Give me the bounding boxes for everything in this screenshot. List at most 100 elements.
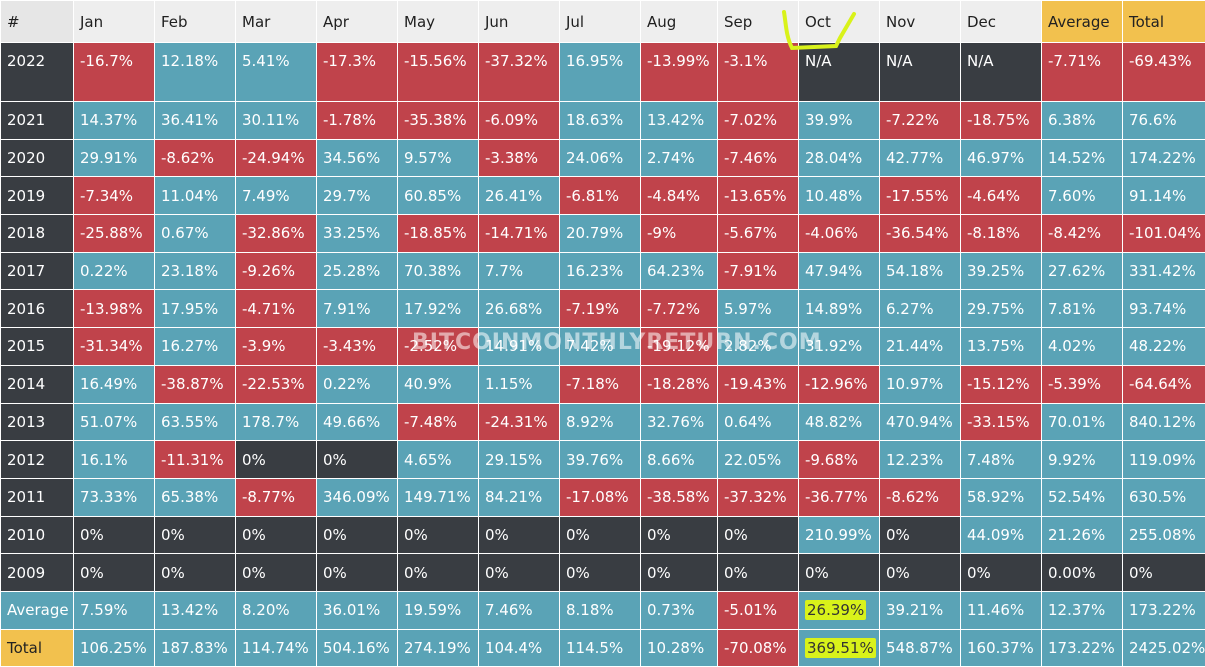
cell-jan: -13.98% [74, 290, 155, 328]
cell-sep: -13.65% [718, 177, 799, 215]
cell-average: -8.42% [1042, 215, 1123, 253]
cell-mar: 0% [236, 441, 317, 479]
cell-average: -5.39% [1042, 365, 1123, 403]
cell-average: 7.60% [1042, 177, 1123, 215]
cell-may: 9.57% [398, 139, 479, 177]
cell-apr: 346.09% [317, 478, 398, 516]
cell-jun: 84.21% [479, 478, 560, 516]
cell-total: 2425.02% [1123, 629, 1205, 667]
cell-average: 173.22% [1042, 629, 1123, 667]
cell-sep: -19.43% [718, 365, 799, 403]
cell-jan: -7.34% [74, 177, 155, 215]
cell-jan: 51.07% [74, 403, 155, 441]
cell-oct: 26.39% [799, 591, 880, 629]
cell-feb: 36.41% [155, 102, 236, 140]
cell-dec: -33.15% [961, 403, 1042, 441]
cell-jan: 73.33% [74, 478, 155, 516]
cell-jun: -14.71% [479, 215, 560, 253]
year-label: 2021 [1, 102, 74, 140]
cell-total: 76.6% [1123, 102, 1205, 140]
cell-average: 9.92% [1042, 441, 1123, 479]
cell-oct: 39.9% [799, 102, 880, 140]
cell-oct: -9.68% [799, 441, 880, 479]
cell-oct: N/A [799, 43, 880, 102]
cell-dec: 11.46% [961, 591, 1042, 629]
cell-oct: -4.06% [799, 215, 880, 253]
cell-aug: -13.99% [641, 43, 718, 102]
cell-total: -69.43% [1123, 43, 1205, 102]
cell-aug: 0% [641, 516, 718, 554]
cell-jun: 7.46% [479, 591, 560, 629]
cell-oct: 10.48% [799, 177, 880, 215]
cell-sep: -7.91% [718, 252, 799, 290]
cell-feb: 17.95% [155, 290, 236, 328]
cell-dec: -18.75% [961, 102, 1042, 140]
cell-oct: 28.04% [799, 139, 880, 177]
cell-average: 52.54% [1042, 478, 1123, 516]
cell-jul: 8.92% [560, 403, 641, 441]
cell-oct: -12.96% [799, 365, 880, 403]
cell-jan: 0% [74, 516, 155, 554]
cell-average: 7.81% [1042, 290, 1123, 328]
cell-jul: 39.76% [560, 441, 641, 479]
cell-jan: -31.34% [74, 328, 155, 366]
cell-dec: 0% [961, 554, 1042, 592]
cell-total: 93.74% [1123, 290, 1205, 328]
cell-aug: 2.74% [641, 139, 718, 177]
cell-jul: -7.18% [560, 365, 641, 403]
cell-mar: 30.11% [236, 102, 317, 140]
cell-jul: 16.23% [560, 252, 641, 290]
cell-nov: 21.44% [880, 328, 961, 366]
cell-feb: 13.42% [155, 591, 236, 629]
cell-average: 4.02% [1042, 328, 1123, 366]
year-label: 2020 [1, 139, 74, 177]
cell-may: 274.19% [398, 629, 479, 667]
cell-apr: 0.22% [317, 365, 398, 403]
cell-dec: 44.09% [961, 516, 1042, 554]
year-row-2022: 2022-16.7%12.18%5.41%-17.3%-15.56%-37.32… [1, 43, 1205, 102]
header-oct: Oct [799, 1, 880, 43]
cell-nov: 470.94% [880, 403, 961, 441]
header-mar: Mar [236, 1, 317, 43]
cell-may: 4.65% [398, 441, 479, 479]
cell-jul: 24.06% [560, 139, 641, 177]
cell-oct: 47.94% [799, 252, 880, 290]
cell-sep: 0.64% [718, 403, 799, 441]
header-may: May [398, 1, 479, 43]
cell-sep: -7.02% [718, 102, 799, 140]
cell-total: 173.22% [1123, 591, 1205, 629]
cell-aug: 0.73% [641, 591, 718, 629]
cell-apr: 33.25% [317, 215, 398, 253]
cell-oct: 0% [799, 554, 880, 592]
header-average: Average [1042, 1, 1123, 43]
cell-dec: 46.97% [961, 139, 1042, 177]
cell-mar: -8.77% [236, 478, 317, 516]
cell-apr: -17.3% [317, 43, 398, 102]
cell-jun: 0% [479, 554, 560, 592]
cell-mar: 7.49% [236, 177, 317, 215]
cell-total: -101.04% [1123, 215, 1205, 253]
header-apr: Apr [317, 1, 398, 43]
cell-feb: 0% [155, 554, 236, 592]
cell-may: 19.59% [398, 591, 479, 629]
cell-mar: 0% [236, 554, 317, 592]
cell-dec: -8.18% [961, 215, 1042, 253]
cell-mar: -22.53% [236, 365, 317, 403]
cell-feb: 65.38% [155, 478, 236, 516]
cell-jun: 0% [479, 516, 560, 554]
cell-feb: 11.04% [155, 177, 236, 215]
cell-mar: -9.26% [236, 252, 317, 290]
cell-aug: -18.28% [641, 365, 718, 403]
cell-nov: -8.62% [880, 478, 961, 516]
cell-jul: 7.42% [560, 328, 641, 366]
cell-dec: -4.64% [961, 177, 1042, 215]
header-jul: Jul [560, 1, 641, 43]
cell-nov: -7.22% [880, 102, 961, 140]
cell-mar: -3.9% [236, 328, 317, 366]
cell-nov: 10.97% [880, 365, 961, 403]
summary-label: Total [1, 629, 74, 667]
cell-apr: 29.7% [317, 177, 398, 215]
